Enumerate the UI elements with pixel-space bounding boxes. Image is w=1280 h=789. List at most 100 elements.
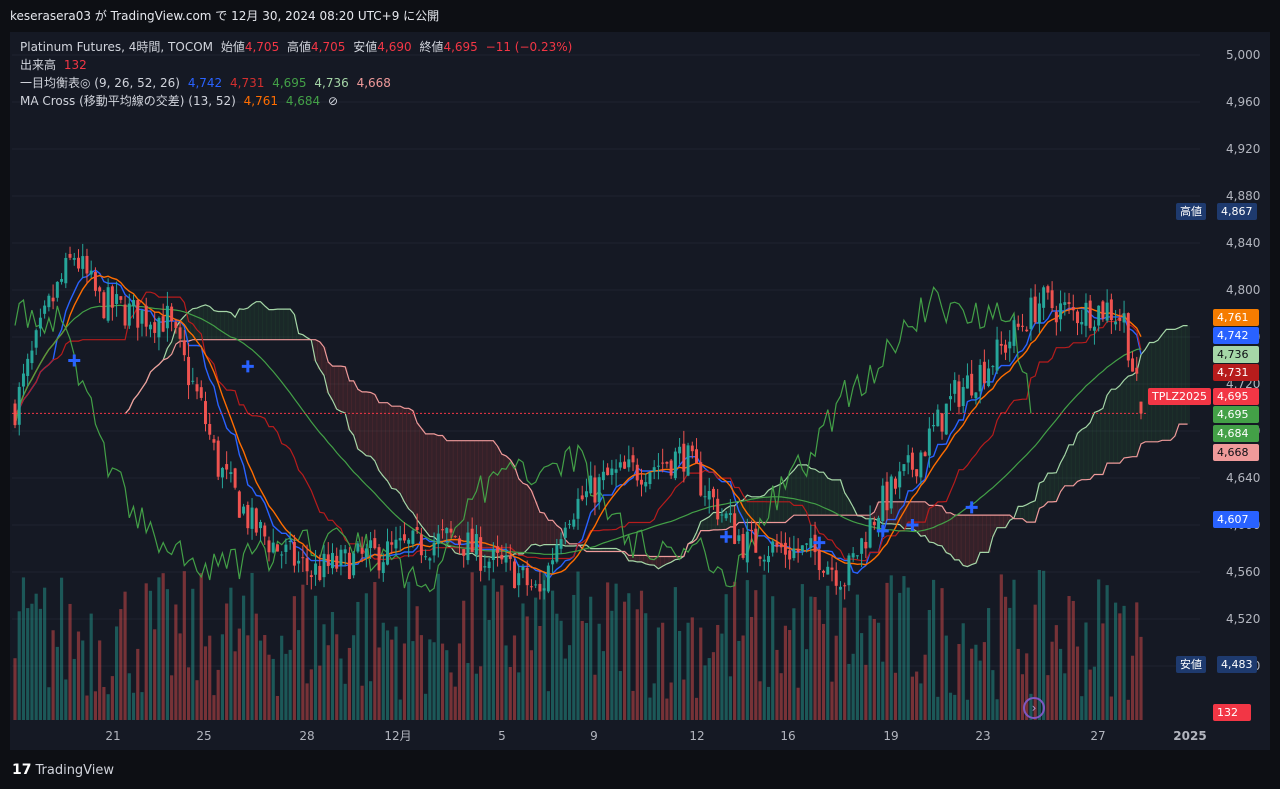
cloud-segment [220,311,225,340]
volume-bar [123,591,127,720]
volume-bar [43,587,47,720]
volume-bar [394,626,398,720]
legend-hide-icon[interactable]: ⊘ [328,94,339,108]
candle-body [932,425,936,427]
candle-body [229,472,233,475]
volume-bar [144,583,148,720]
volume-bar [347,647,352,720]
candle-body [902,464,906,472]
candle-body [656,465,660,467]
candle-body [987,368,991,387]
volume-bar [1109,696,1113,720]
volume-bar [957,644,961,720]
volume-bar [648,697,652,720]
cloud-segment [998,515,1004,528]
volume-bar [804,649,809,720]
candle-body [843,585,847,587]
volume-bar [318,665,322,720]
volume-bar [165,589,169,720]
candle-body [487,561,491,569]
cloud-segment [986,515,992,553]
cloud-segment [1041,481,1047,507]
cloud-segment [1058,462,1063,492]
candle-body [1092,326,1096,331]
cloud-segment [960,515,966,566]
candle-body [944,403,948,435]
volume-bar [81,640,85,720]
candle-body [182,340,186,356]
volume-bar [902,576,906,720]
volume-bar [711,652,716,720]
legend-symbol: Platinum Futures, 4時間, TOCOM [20,40,213,54]
legend-change: −11 (−0.23%) [485,40,573,54]
candle-body [508,555,512,559]
volume-bar [779,673,783,720]
cloud-segment [495,446,500,558]
candle-body [513,561,516,589]
volume-bar [538,625,542,720]
volume-bar [597,623,601,720]
volume-bar [148,590,153,720]
candle-body [610,468,614,475]
candle-body [491,549,495,561]
volume-bar [385,630,390,720]
volume-bar [792,608,796,720]
volume-bar [212,695,216,720]
cloud-segment [418,428,424,526]
volume-bar [237,628,241,720]
candle-body [754,528,758,553]
cloud-segment [588,548,594,552]
candle-body [280,554,284,556]
volume-bar [51,630,55,720]
candle-body [665,461,669,464]
cloud-segment [224,311,230,340]
cloud-segment [524,484,530,550]
cloud-segment [266,309,272,340]
volume-bar [110,676,114,720]
volume-bar [76,631,81,720]
cloud-segment [787,474,793,519]
volume-bar [948,692,953,720]
volume-bar [1088,669,1092,720]
candle-body [157,317,161,338]
cloud-segment [457,440,462,555]
volume-bar [491,578,495,720]
cloud-segment [931,505,936,543]
volume-bar [440,643,445,720]
candle-body [860,538,864,554]
candle-body [60,279,64,282]
cloud-segment [473,440,479,557]
cloud-segment [571,543,577,547]
volume-bar [59,577,64,720]
candle-body [1037,303,1041,324]
cloud-segment [918,501,924,537]
candle-body [449,528,453,533]
legend-volume: 132 [63,58,87,72]
candle-body [330,552,334,569]
cloud-segment [423,433,429,531]
candle-body [847,555,851,586]
volume-bar [271,658,275,720]
candle-body [1071,307,1075,311]
candle-body [822,570,826,573]
cloud-segment [461,440,467,555]
candle-body [402,534,406,541]
legend-low-label: 安値 [353,40,378,54]
replay-icon[interactable]: › [1023,697,1045,719]
volume-bar [377,647,381,720]
candle-body [301,557,305,559]
candle-body [326,554,330,567]
cloud-segment [948,512,953,555]
volume-bar [26,608,30,720]
candle-body [775,542,779,547]
tradingview-logo[interactable]: 17 TradingView [12,762,114,778]
candle-body [563,527,567,538]
cloud-segment [211,310,217,340]
volume-bar [551,590,555,720]
cloud-segment [363,391,369,456]
volume-bar [136,648,140,720]
candle-body [623,461,627,469]
chart-pane[interactable] [10,32,1270,750]
volume-bar [622,601,627,720]
